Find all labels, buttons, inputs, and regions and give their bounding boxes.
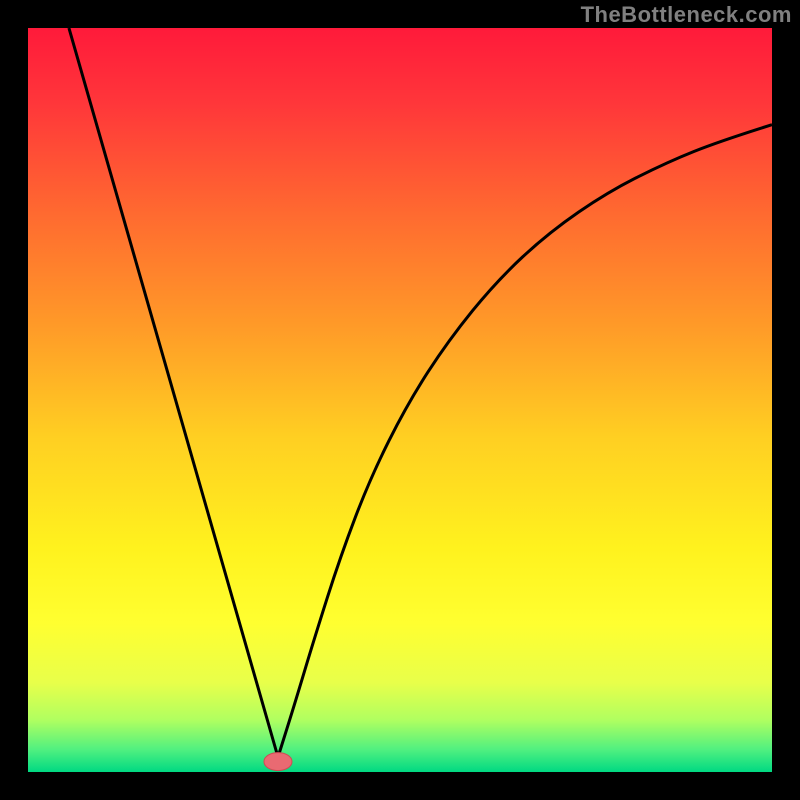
bottleneck-chart — [28, 28, 772, 772]
watermark-text: TheBottleneck.com — [581, 2, 792, 28]
chart-background — [28, 28, 772, 772]
chart-frame: TheBottleneck.com — [0, 0, 800, 800]
bottleneck-marker — [264, 753, 292, 771]
